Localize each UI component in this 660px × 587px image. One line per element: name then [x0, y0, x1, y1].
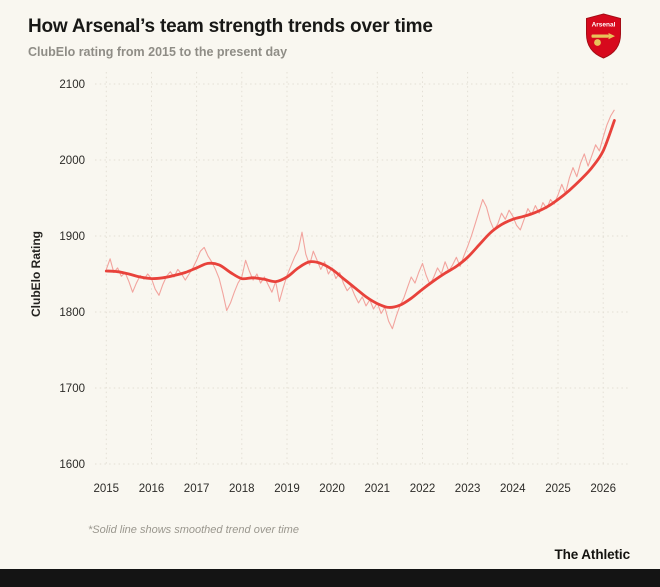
smoothed-trend-line — [104, 119, 616, 309]
x-tick-label: 2025 — [545, 483, 571, 495]
x-tick-label: 2026 — [590, 483, 616, 495]
clubelo-line-chart: 1600 1700 1800 1900 2000 2100 2015 2016 2017 2018… — [29, 72, 628, 495]
y-tick-label: 1700 — [59, 383, 85, 395]
the-athletic-wordmark: The Athletic — [554, 547, 630, 562]
chart-title: How Arsenal’s team strength trends over … — [28, 16, 433, 37]
x-tick-label: 2022 — [410, 483, 436, 495]
y-tick-label: 1800 — [59, 307, 85, 319]
chart-subtitle: ClubElo rating from 2015 to the present … — [28, 45, 288, 59]
crest-cannon-barrel — [591, 34, 609, 38]
arsenal-crest-icon: Arsenal — [585, 13, 622, 59]
y-tick-label: 1600 — [59, 459, 85, 471]
footer-bar — [0, 569, 660, 587]
raw-rating-line — [105, 109, 615, 330]
x-tick-label: 2020 — [319, 483, 345, 495]
crest-cannon-muzzle — [608, 33, 615, 40]
x-tick-label: 2016 — [139, 483, 165, 495]
y-axis-label: ClubElo Rating — [29, 231, 43, 317]
x-tick-label: 2024 — [500, 483, 526, 495]
x-tick-label: 2021 — [365, 483, 391, 495]
x-tick-label: 2018 — [229, 483, 255, 495]
arsenal-crest-svg: Arsenal — [586, 13, 621, 59]
header: How Arsenal’s team strength trends over … — [28, 16, 558, 59]
crest-cannon-wheel — [594, 39, 601, 46]
y-tick-label: 2000 — [59, 155, 85, 167]
x-tick-label: 2017 — [184, 483, 210, 495]
y-tick-label: 1900 — [59, 231, 85, 243]
x-tick-label: 2023 — [455, 483, 481, 495]
x-tick-label: 2019 — [274, 483, 300, 495]
y-tick-label: 2100 — [59, 79, 85, 91]
x-tick-label: 2015 — [94, 483, 120, 495]
crest-wordmark: Arsenal — [592, 22, 616, 29]
chart-footnote: *Solid line shows smoothed trend over ti… — [88, 524, 299, 536]
